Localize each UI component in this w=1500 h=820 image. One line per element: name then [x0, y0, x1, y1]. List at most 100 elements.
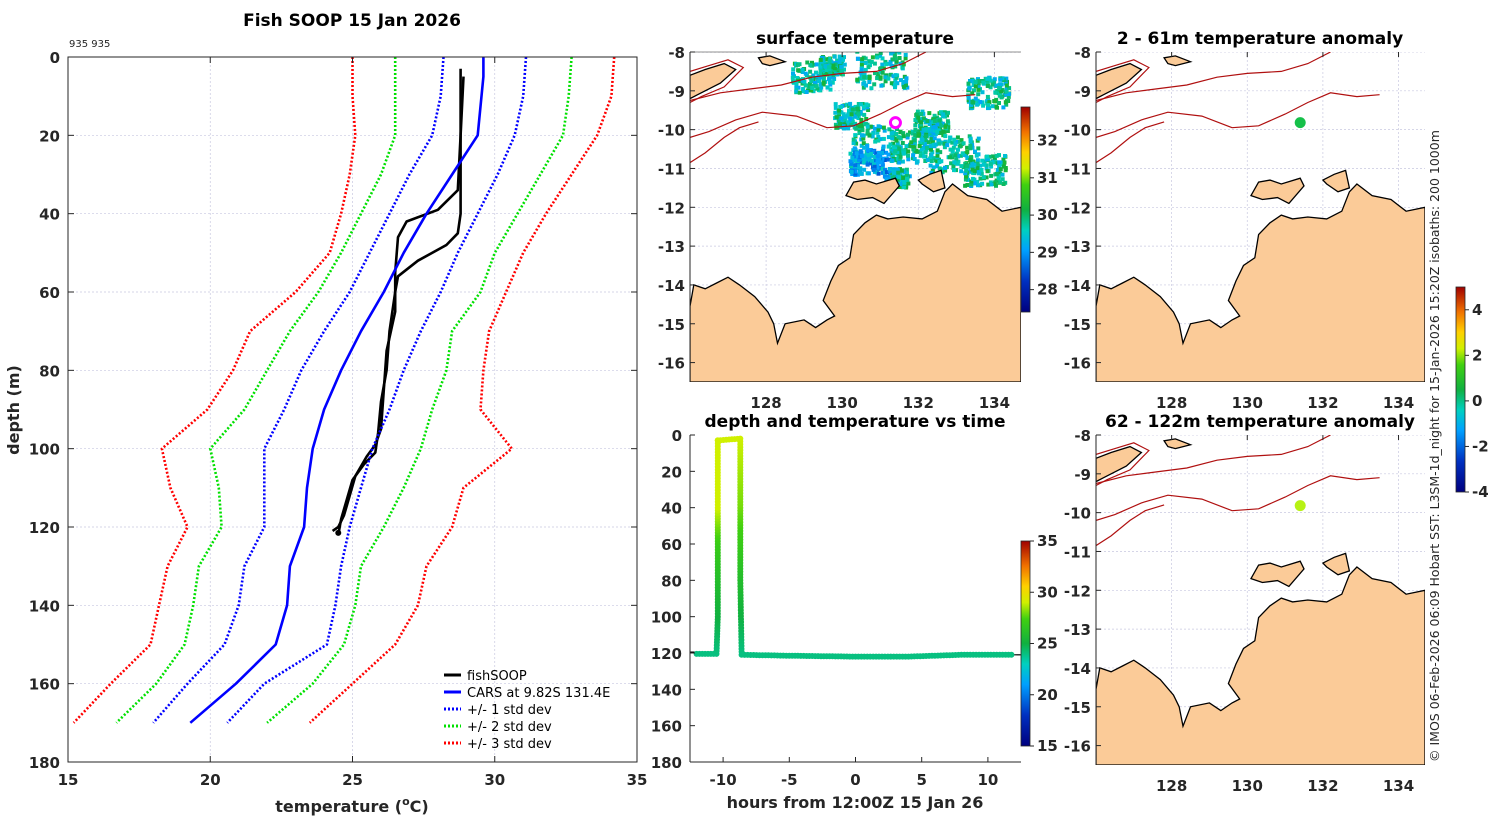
surface-map-title: surface temperature: [756, 29, 954, 49]
sst-pixel: [929, 153, 934, 158]
sst-pixel: [838, 104, 843, 109]
sst-pixel: [998, 162, 1003, 167]
sst-pixel: [950, 149, 955, 154]
anomaly-map-1-xtick-label: 134: [1383, 394, 1414, 412]
sst-pixel: [902, 180, 907, 185]
sst-pixel: [851, 141, 856, 146]
sst-pixel: [852, 154, 857, 159]
sst-pixel: [902, 184, 907, 189]
surface-map-xtick-label: 130: [827, 394, 858, 412]
sst-pixel: [893, 85, 897, 90]
profile-ylabel: depth (m): [4, 365, 23, 455]
sst-pixel: [925, 119, 930, 123]
sst-pixel: [859, 124, 864, 129]
sst-pixel: [859, 143, 864, 148]
sst-pixel: [967, 169, 972, 174]
anomaly-map-1-ytick-label: -13: [1064, 238, 1091, 256]
anomaly-map-2-ticks: 128 130 132 134 -8 -9 -10 -11 -12 -13 -14 -15 -16: [1064, 427, 1414, 795]
sst-pixel: [966, 177, 970, 182]
sst-pixel: [808, 82, 812, 86]
surface-map-ytick-label: -9: [668, 83, 685, 101]
sst-pixel: [866, 171, 871, 176]
sst-pixel: [824, 68, 829, 72]
sst-pixel: [1004, 89, 1009, 94]
sst-pixel: [955, 135, 960, 140]
sst-pixel: [894, 75, 899, 80]
sst-pixel: [878, 53, 883, 58]
sst-pixel: [901, 62, 906, 67]
sst-pixel: [837, 110, 841, 115]
sst-pixel: [982, 159, 987, 164]
sst-pixel: [832, 77, 837, 81]
sst-pixel: [871, 167, 876, 172]
surface-map-isobath: [690, 52, 927, 102]
sst-pixel: [875, 55, 880, 60]
sst-pixel: [818, 64, 823, 69]
sst-pixel: [951, 165, 956, 170]
sst-pixel: [893, 56, 898, 61]
profile-ytick-label: 100: [29, 441, 60, 459]
sst-pixel: [858, 149, 863, 154]
sst-pixel: [903, 56, 908, 61]
sst-pixel: [858, 76, 862, 81]
sst-pixel: [898, 154, 903, 159]
sst-pixel: [875, 157, 880, 162]
sst-pixel: [897, 56, 902, 60]
sst-pixel: [849, 161, 854, 166]
sst-pixel: [865, 129, 870, 134]
sst-pixel: [919, 112, 924, 116]
sst-pixel: [893, 73, 898, 78]
sst-pixel: [855, 164, 860, 169]
sst-pixel: [845, 120, 850, 125]
surface-map-ytick-label: -15: [658, 316, 685, 334]
sst-pixel: [854, 158, 859, 163]
sst-pixel: [997, 86, 1002, 90]
sst-pixel: [989, 164, 994, 169]
sst-pixel: [952, 160, 957, 165]
profile-ytick-label: 180: [29, 754, 60, 772]
depth-time-colorbar: [1020, 540, 1031, 747]
sst-pixel: [865, 159, 870, 164]
sst-pixel: [867, 59, 872, 64]
sst-pixel: [867, 74, 872, 79]
sst-pixel: [978, 100, 983, 104]
sst-pixel: [1000, 172, 1005, 177]
sst-pixel: [850, 119, 855, 124]
anomaly-map-1-land: [1163, 55, 1193, 67]
sst-pixel: [884, 177, 889, 182]
sst-pixel: [968, 136, 973, 141]
sst-pixel: [876, 138, 881, 143]
sst-pixel: [929, 170, 934, 175]
sst-pixel: [827, 59, 832, 64]
depth-time-ytick-label: 0: [672, 427, 682, 445]
sst-pixel: [941, 112, 946, 117]
sst-pixel: [861, 156, 866, 161]
sst-pixel: [868, 124, 873, 129]
sst-pixel: [854, 126, 859, 131]
sst-pixel: [875, 76, 880, 81]
sst-pixel: [834, 115, 839, 120]
sst-pixel: [975, 102, 980, 107]
profile-ticks: 15 20 25 30 35 0 20 40 60 80 100 120 140 160 180: [29, 49, 648, 789]
sst-pixel: [896, 135, 901, 140]
sst-pixel: [938, 123, 943, 128]
sst-pixel: [997, 164, 1002, 169]
sst-pixel: [922, 154, 927, 159]
sst-pixel: [920, 151, 925, 156]
sst-pixel: [883, 75, 888, 80]
sst-pixel: [932, 113, 937, 118]
sst-pixel: [818, 82, 823, 87]
depth-time-colorbar-tick-label: 15: [1037, 737, 1058, 755]
sst-pixel: [880, 156, 885, 161]
sst-pixel: [890, 158, 895, 163]
depth-time-colorbar-ticks: 15 20 25 30 35: [1030, 532, 1058, 755]
anomaly-map-1-xtick-label: 130: [1232, 394, 1263, 412]
sst-pixel: [862, 112, 867, 117]
sst-pixel: [968, 79, 972, 83]
sst-pixel: [990, 82, 995, 87]
sst-pixel: [987, 154, 992, 159]
sst-pixel: [882, 174, 887, 179]
sst-pixel: [976, 146, 981, 151]
sst-pixel: [898, 136, 903, 141]
profile-series-cars-3-std-dev: [72, 57, 357, 724]
